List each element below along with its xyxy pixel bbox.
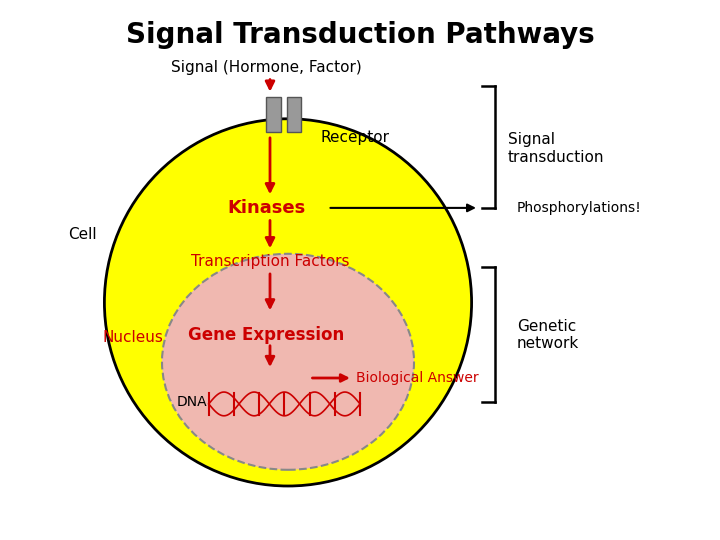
Ellipse shape — [162, 254, 414, 470]
Text: Cell: Cell — [68, 227, 97, 242]
Text: Gene Expression: Gene Expression — [188, 326, 345, 344]
Text: Biological Answer: Biological Answer — [356, 371, 479, 385]
Ellipse shape — [104, 119, 472, 486]
Bar — [287, 97, 301, 132]
Text: Receptor: Receptor — [320, 130, 390, 145]
Text: DNA: DNA — [176, 395, 207, 409]
Text: Signal Transduction Pathways: Signal Transduction Pathways — [125, 21, 595, 49]
Bar — [266, 97, 281, 132]
Text: Signal (Hormone, Factor): Signal (Hormone, Factor) — [171, 60, 361, 75]
Text: Nucleus: Nucleus — [103, 330, 163, 345]
Text: Phosphorylations!: Phosphorylations! — [517, 201, 642, 215]
Text: Genetic
network: Genetic network — [517, 319, 579, 351]
Text: Signal
transduction: Signal transduction — [508, 132, 604, 165]
Text: Kinases: Kinases — [228, 199, 305, 217]
Text: Transcription Factors: Transcription Factors — [191, 254, 349, 269]
